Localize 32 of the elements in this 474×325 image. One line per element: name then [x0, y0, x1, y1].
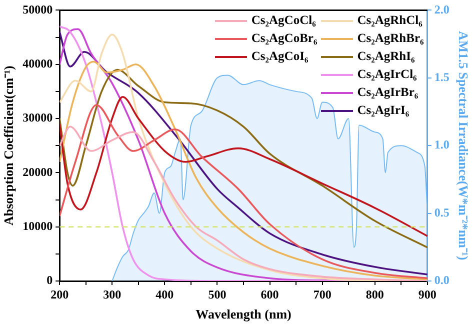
x-tick-label: 200	[50, 287, 69, 302]
legend-label: Cs₂AgCoI₆	[251, 49, 308, 64]
x-tick-label: 800	[366, 287, 384, 302]
y-tick-label: 20000	[22, 164, 53, 179]
legend-label: Cs₂AgIrI₆	[357, 103, 410, 118]
legend-label: Cs₂AgCoCl₆	[251, 13, 316, 28]
x-tick-label: 500	[208, 287, 226, 302]
y2-tick-label: 0.5	[434, 205, 450, 220]
legend-label: Cs₂AgRhCl₆	[357, 13, 422, 28]
legend-label: Cs₂AgRhBr₆	[357, 31, 424, 46]
y2-tick-label: 1.0	[434, 138, 450, 152]
y2-axis-title: AM1.5 Spectral Irradiance(W*m⁻²*nm⁻¹)	[456, 31, 471, 260]
x-tick-label: 700	[313, 287, 332, 302]
x-tick-label: 300	[103, 287, 122, 302]
y2-tick-label: 2.0	[434, 2, 450, 16]
x-tick-label: 900	[418, 287, 436, 302]
legend-label: Cs₂AgIrCl₆	[357, 67, 417, 82]
y-tick-label: 10000	[22, 218, 53, 233]
y2-tick-label: 1.5	[434, 70, 450, 84]
legend-label: Cs₂AgRhI₆	[357, 49, 415, 64]
y-axis-title: Absorption Coefficient(cm⁻¹)	[1, 66, 16, 226]
y-tick-label: 30000	[22, 110, 53, 125]
line-series	[60, 68, 428, 248]
x-tick-label: 600	[260, 287, 279, 302]
legend-label: Cs₂AgIrBr₆	[357, 85, 418, 100]
y-tick-label: 50000	[22, 2, 53, 16]
y-tick-label: 40000	[22, 56, 53, 70]
y2-tick-label: 0.0	[434, 273, 450, 288]
y-tick-label: 0	[46, 273, 53, 288]
x-tick-label: 400	[156, 287, 174, 302]
x-axis-title: Wavelength (nm)	[196, 306, 292, 322]
legend-label: Cs₂AgCoBr₆	[251, 31, 318, 46]
